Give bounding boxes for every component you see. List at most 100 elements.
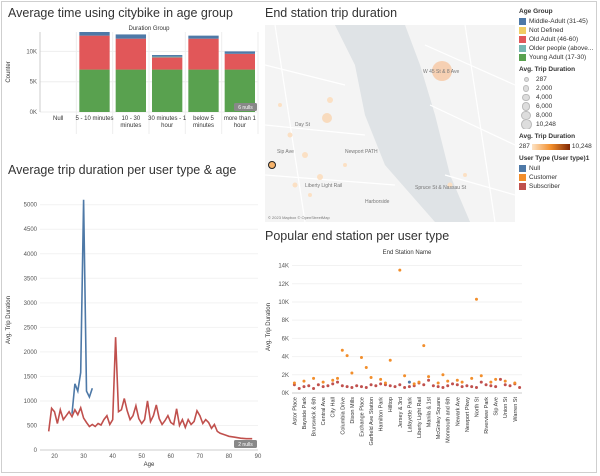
scatter-point-subscriber[interactable]: [494, 385, 498, 389]
age-group-legend-item[interactable]: Older people (above...: [519, 44, 599, 53]
scatter-point-subscriber[interactable]: [503, 383, 507, 387]
user-type-legend-item[interactable]: Customer: [519, 173, 599, 182]
scatter-point-customer[interactable]: [379, 377, 383, 381]
scatter-point-customer[interactable]: [336, 376, 340, 380]
line-series-customer[interactable]: [71, 199, 94, 414]
scatter-point-subscriber[interactable]: [364, 386, 368, 390]
scatter-point-customer[interactable]: [470, 376, 474, 380]
scatter-point-subscriber[interactable]: [508, 384, 512, 388]
scatter-point-customer[interactable]: [494, 377, 498, 381]
scatter-point-subscriber[interactable]: [307, 384, 311, 388]
scatter-point-customer[interactable]: [292, 381, 296, 385]
scatter-point-subscriber[interactable]: [369, 383, 373, 387]
line-series-subscriber[interactable]: [47, 337, 253, 440]
bar-segment[interactable]: [79, 35, 110, 70]
scatter-point-subscriber[interactable]: [479, 380, 483, 384]
scatter-point-customer[interactable]: [441, 373, 445, 377]
scatter-point-subscriber[interactable]: [489, 384, 493, 388]
scatter-point-subscriber[interactable]: [331, 382, 335, 386]
bar-segment[interactable]: [224, 51, 255, 54]
line-null-badge[interactable]: [234, 440, 257, 448]
scatter-point-customer[interactable]: [364, 366, 368, 370]
bar-segment[interactable]: [115, 34, 146, 39]
scatter-point-customer[interactable]: [503, 379, 507, 383]
scatter-point-subscriber[interactable]: [460, 385, 464, 389]
bar-segment[interactable]: [188, 38, 219, 70]
scatter-point-subscriber[interactable]: [455, 383, 459, 387]
scatter-point-subscriber[interactable]: [326, 384, 330, 388]
bar-segment[interactable]: [152, 55, 183, 57]
scatter-point-subscriber[interactable]: [345, 385, 349, 389]
scatter-point-customer[interactable]: [446, 379, 450, 383]
scatter-point-customer[interactable]: [321, 380, 325, 384]
user-type-legend-item[interactable]: Subscriber: [519, 182, 599, 191]
scatter-point-customer[interactable]: [340, 348, 344, 352]
bar-segment[interactable]: [188, 35, 219, 39]
scatter-point-customer[interactable]: [460, 380, 464, 384]
scatter-point-customer[interactable]: [455, 378, 459, 382]
scatter-point-subscriber[interactable]: [316, 383, 320, 387]
scatter-point-subscriber[interactable]: [498, 377, 502, 381]
bar-segment[interactable]: [224, 53, 255, 70]
scatter-point-customer[interactable]: [489, 380, 493, 384]
scatter-point-customer[interactable]: [422, 344, 426, 348]
scatter-point-subscriber[interactable]: [321, 385, 325, 389]
scatter-point-subscriber[interactable]: [451, 382, 455, 386]
scatter-point-subscriber[interactable]: [403, 386, 407, 390]
scatter-point-subscriber[interactable]: [427, 378, 431, 382]
scatter-point-subscriber[interactable]: [398, 383, 402, 387]
scatter-point-subscriber[interactable]: [340, 384, 344, 388]
bar-segment[interactable]: [79, 32, 110, 36]
scatter-point-subscriber[interactable]: [393, 385, 397, 389]
scatter-point-customer[interactable]: [479, 374, 483, 378]
bar-segment[interactable]: [152, 56, 183, 58]
end-station-map[interactable]: W 45 St & 8 Ave Day St Newport PATH Libe…: [265, 25, 515, 222]
scatter-point-customer[interactable]: [383, 381, 387, 385]
scatter-point-subscriber[interactable]: [422, 383, 426, 387]
scatter-point-subscriber[interactable]: [446, 384, 450, 388]
scatter-point-subscriber[interactable]: [484, 383, 488, 387]
scatter-point-subscriber[interactable]: [518, 386, 522, 390]
scatter-point-subscriber[interactable]: [355, 384, 359, 388]
scatter-point-customer[interactable]: [412, 382, 416, 386]
bar-segment[interactable]: [188, 69, 219, 112]
scatter-point-null[interactable]: [407, 380, 411, 384]
scatter-point-customer[interactable]: [417, 380, 421, 384]
scatter-point-customer[interactable]: [359, 355, 363, 359]
bar-null-badge[interactable]: [234, 103, 257, 111]
scatter-point-subscriber[interactable]: [465, 384, 469, 388]
scatter-point-customer[interactable]: [388, 358, 392, 362]
bar-segment[interactable]: [152, 69, 183, 112]
scatter-point-customer[interactable]: [403, 374, 407, 378]
bar-segment[interactable]: [152, 57, 183, 70]
scatter-point-subscriber[interactable]: [474, 386, 478, 390]
scatter-point-subscriber[interactable]: [336, 380, 340, 384]
scatter-point-subscriber[interactable]: [407, 385, 411, 389]
scatter-point-subscriber[interactable]: [312, 386, 316, 390]
user-type-legend-item[interactable]: Null: [519, 164, 599, 173]
bar-segment[interactable]: [115, 69, 146, 112]
bar-segment[interactable]: [79, 69, 110, 112]
scatter-point-customer[interactable]: [474, 297, 478, 301]
scatter-point-customer[interactable]: [427, 375, 431, 379]
scatter-point-customer[interactable]: [331, 378, 335, 382]
age-group-legend-item[interactable]: Young Adult (17-30): [519, 53, 599, 62]
scatter-point-customer[interactable]: [302, 379, 306, 383]
scatter-point-subscriber[interactable]: [297, 386, 301, 390]
scatter-point-subscriber[interactable]: [359, 385, 363, 389]
scatter-point-subscriber[interactable]: [441, 386, 445, 390]
scatter-point-subscriber[interactable]: [379, 382, 383, 386]
scatter-point-customer[interactable]: [513, 381, 517, 385]
scatter-point-customer[interactable]: [369, 376, 373, 380]
scatter-point-customer[interactable]: [436, 381, 440, 385]
scatter-point-subscriber[interactable]: [388, 384, 392, 388]
scatter-point-customer[interactable]: [398, 268, 402, 272]
age-group-legend-item[interactable]: Old Adult (46-60): [519, 35, 599, 44]
scatter-point-subscriber[interactable]: [470, 385, 474, 389]
age-group-legend-item[interactable]: Not Defined: [519, 26, 599, 35]
scatter-point-subscriber[interactable]: [436, 385, 440, 389]
scatter-point-customer[interactable]: [312, 376, 316, 380]
scatter-point-subscriber[interactable]: [431, 384, 435, 388]
scatter-point-subscriber[interactable]: [302, 385, 306, 389]
scatter-point-customer[interactable]: [345, 354, 349, 358]
